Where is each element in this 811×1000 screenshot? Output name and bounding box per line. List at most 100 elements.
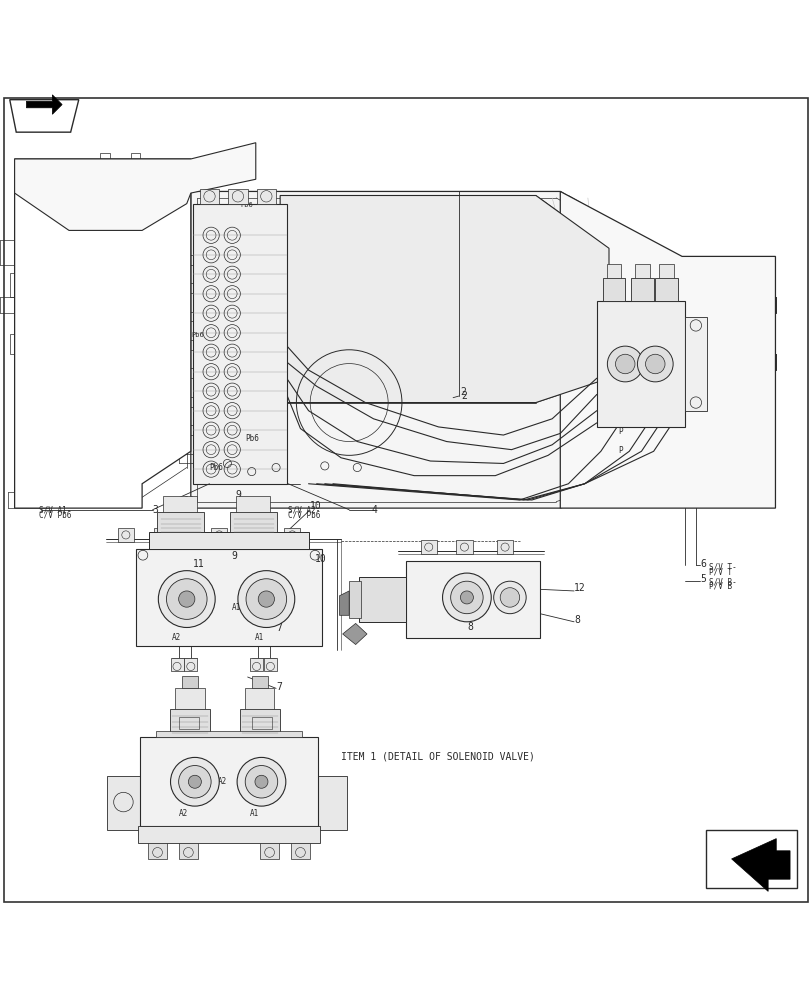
Polygon shape <box>107 776 139 830</box>
Text: ITEM 1 (DETAIL OF SOLENOID VALVE): ITEM 1 (DETAIL OF SOLENOID VALVE) <box>341 751 534 761</box>
Circle shape <box>246 579 286 619</box>
Bar <box>10 334 19 354</box>
Bar <box>200 189 219 204</box>
Bar <box>100 153 109 161</box>
Circle shape <box>166 579 207 619</box>
Polygon shape <box>560 191 775 508</box>
Polygon shape <box>15 143 255 230</box>
Bar <box>118 528 134 542</box>
Text: S/V A1-: S/V A1- <box>39 506 71 515</box>
Bar <box>139 737 318 826</box>
Bar <box>251 717 272 729</box>
Bar <box>193 204 286 484</box>
Text: 2: 2 <box>460 387 466 397</box>
Bar <box>675 445 703 461</box>
Text: Pb6: Pb6 <box>245 434 259 443</box>
Circle shape <box>637 346 672 382</box>
Bar <box>148 532 309 549</box>
Polygon shape <box>318 776 346 830</box>
Text: 7: 7 <box>276 682 281 692</box>
Bar <box>358 577 406 622</box>
Bar <box>290 843 310 859</box>
Text: P: P <box>618 446 623 455</box>
Bar <box>250 658 263 671</box>
Text: 11: 11 <box>183 496 195 506</box>
Text: Pb6: Pb6 <box>191 332 204 338</box>
Bar <box>23 342 59 386</box>
Text: A1: A1 <box>255 633 264 642</box>
Bar <box>211 528 227 542</box>
Text: S/V A2-: S/V A2- <box>288 506 320 515</box>
Polygon shape <box>191 191 681 508</box>
Text: 2: 2 <box>461 391 466 401</box>
Text: A1: A1 <box>250 809 259 818</box>
Circle shape <box>615 354 634 374</box>
Text: Pb6: Pb6 <box>209 463 223 472</box>
Bar <box>284 528 300 542</box>
Bar <box>131 153 140 161</box>
Bar <box>264 658 277 671</box>
Circle shape <box>114 165 127 178</box>
Bar <box>178 717 199 729</box>
Text: A2: A2 <box>190 603 199 612</box>
Circle shape <box>237 757 285 806</box>
Text: 10: 10 <box>315 554 326 564</box>
Circle shape <box>645 354 664 374</box>
Polygon shape <box>10 100 79 132</box>
Text: A1: A1 <box>231 603 240 612</box>
Bar <box>706 830 796 888</box>
Text: 12: 12 <box>573 583 585 593</box>
Bar <box>420 540 436 554</box>
Text: A2: A2 <box>172 633 181 642</box>
Bar <box>157 512 204 532</box>
Circle shape <box>500 588 519 607</box>
Bar <box>148 843 167 859</box>
Circle shape <box>108 160 132 184</box>
Bar <box>256 189 276 204</box>
Text: P: P <box>685 327 690 336</box>
Bar <box>349 581 361 618</box>
Text: A2: A2 <box>217 777 226 786</box>
Text: 12: 12 <box>466 610 478 620</box>
Circle shape <box>188 775 201 788</box>
Bar <box>182 676 198 688</box>
Bar <box>606 264 620 278</box>
Bar <box>230 512 277 532</box>
Bar <box>630 278 653 301</box>
Bar <box>23 403 54 443</box>
Polygon shape <box>280 196 608 403</box>
Bar <box>675 419 703 435</box>
Bar <box>602 278 624 301</box>
Bar <box>136 549 321 646</box>
Circle shape <box>450 581 483 614</box>
Circle shape <box>170 757 219 806</box>
Text: P: P <box>685 352 690 361</box>
Bar <box>175 688 204 709</box>
Bar <box>456 540 472 554</box>
Text: A2: A2 <box>178 809 187 818</box>
Text: 10: 10 <box>310 501 321 511</box>
Bar <box>156 731 302 737</box>
Text: 5: 5 <box>699 574 705 584</box>
Bar <box>247 528 264 542</box>
Circle shape <box>245 766 277 798</box>
Text: 6: 6 <box>699 559 705 569</box>
Bar <box>684 317 706 411</box>
Text: 7: 7 <box>276 623 281 633</box>
Text: 11: 11 <box>193 559 204 569</box>
Text: P/V B: P/V B <box>708 582 731 591</box>
Text: 8: 8 <box>466 622 472 632</box>
Bar <box>184 658 197 671</box>
Bar <box>634 264 649 278</box>
Bar <box>654 278 677 301</box>
Text: Pb6: Pb6 <box>240 202 253 208</box>
Circle shape <box>460 591 473 604</box>
Text: 9: 9 <box>235 490 241 500</box>
Ellipse shape <box>92 173 148 199</box>
Text: S/V T-: S/V T- <box>708 562 736 571</box>
Text: P: P <box>618 427 623 436</box>
Circle shape <box>178 591 195 607</box>
Text: 9: 9 <box>231 551 237 561</box>
Bar <box>23 285 59 329</box>
Bar <box>170 658 183 671</box>
